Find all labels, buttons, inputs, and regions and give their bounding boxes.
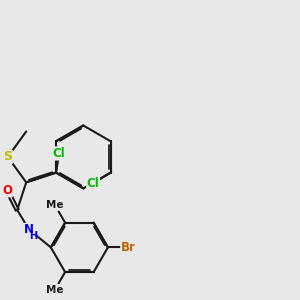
Text: Cl: Cl (52, 147, 65, 160)
Text: N: N (24, 224, 34, 236)
Text: Me: Me (46, 285, 64, 295)
Text: Me: Me (46, 200, 64, 210)
Text: H: H (29, 231, 38, 241)
Text: Cl: Cl (87, 177, 100, 190)
Text: Br: Br (121, 241, 136, 254)
Text: S: S (3, 150, 12, 164)
Text: O: O (2, 184, 12, 197)
